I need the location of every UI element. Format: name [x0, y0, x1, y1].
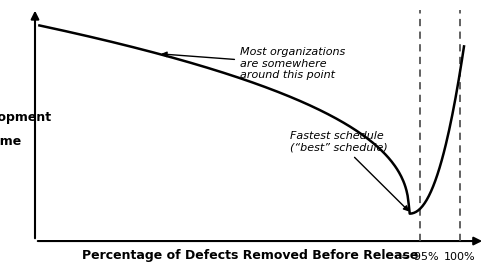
- Text: Development: Development: [0, 111, 52, 124]
- Text: 100%: 100%: [444, 252, 476, 261]
- Text: Most organizations
are somewhere
around this point: Most organizations are somewhere around …: [162, 47, 345, 80]
- Text: Fastest schedule
(“best” schedule): Fastest schedule (“best” schedule): [290, 131, 408, 210]
- Text: Percentage of Defects Removed Before Release: Percentage of Defects Removed Before Rel…: [82, 249, 418, 262]
- Text: ≈ 95%: ≈ 95%: [401, 252, 439, 261]
- Text: Time: Time: [0, 135, 22, 148]
